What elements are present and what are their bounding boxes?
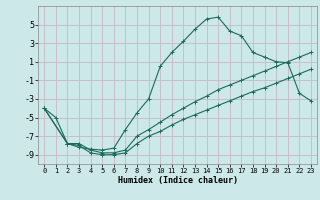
X-axis label: Humidex (Indice chaleur): Humidex (Indice chaleur) [118,176,238,185]
